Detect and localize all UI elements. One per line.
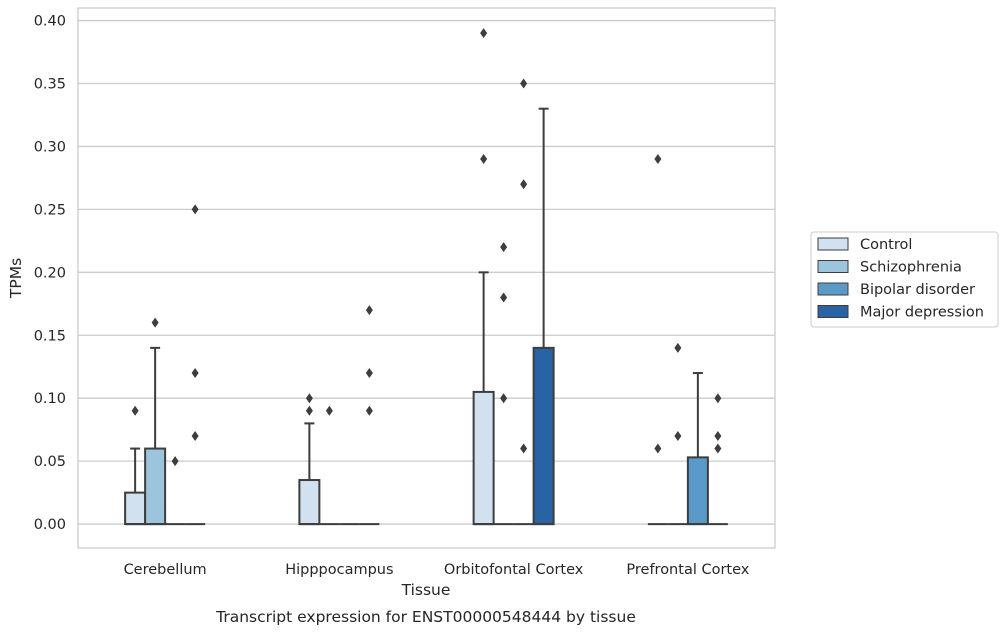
x-tick-label: Orbitofontal Cortex [444,562,584,578]
outlier-point [520,443,528,454]
outlier-point [191,368,199,379]
outlier-point [305,405,313,416]
outlier-point [365,368,373,379]
x-tick-label: Prefrontal Cortex [626,562,749,578]
outlier-point [674,430,682,441]
legend-swatch [817,237,849,251]
box-body [472,390,495,526]
outlier-point [171,456,179,467]
box-body [124,491,147,526]
box-series [124,107,728,526]
box-schizophrenia [144,346,167,526]
y-tick-label: 0.40 [34,14,66,30]
outlier-points [131,28,722,467]
outlier-point [325,405,333,416]
box-body [144,447,167,526]
box-body [532,346,555,526]
plot-area-frame [77,7,776,549]
outlier-point [714,443,722,454]
outlier-point [500,393,508,404]
outlier-point [500,292,508,303]
outlier-point [654,154,662,165]
y-tick-labels: 0.00 0.05 0.10 0.15 0.20 0.25 0.30 0.35 0.40 [34,14,66,533]
legend-swatch [817,305,849,318]
legend-swatch [817,260,849,273]
outlier-point [480,154,488,165]
legend-label: Schizophrenia [860,260,962,276]
box-control [472,271,495,526]
x-axis-label: Tissue [401,581,451,599]
outlier-point [131,405,139,416]
y-tick-label: 0.10 [34,391,66,407]
legend-frame [810,231,999,328]
outlier-point [191,204,199,215]
box-control [298,422,321,526]
legend: Control Schizophrenia Bipolar disorder Majo… [810,231,999,328]
outlier-point [520,179,528,190]
figure-caption: Transcript expression for ENST0000054844… [215,608,636,626]
y-axis-label: TPMs [7,258,25,299]
outlier-point [365,305,373,316]
x-tick-label: Cerebellum [124,562,207,578]
outlier-point [520,78,528,89]
y-tick-label: 0.15 [34,328,66,344]
outlier-point [500,242,508,253]
y-tick-label: 0.30 [34,139,66,155]
box-body [686,456,709,526]
x-tick-label: Hipppocampus [285,562,393,578]
outlier-point [305,393,313,404]
outlier-point [480,28,488,39]
outlier-point [191,430,199,441]
y-tick-label: 0.25 [34,202,66,218]
y-tick-label: 0.20 [34,265,66,281]
legend-label: Bipolar disorder [860,282,975,298]
legend-label: Major depression [860,305,984,321]
y-tick-label: 0.00 [34,517,66,533]
outlier-point [365,405,373,416]
outlier-point [714,393,722,404]
x-tick-labels: Cerebellum Hipppocampus Orbitofontal Corte… [124,562,750,578]
box-body [298,479,321,526]
box-bipolar-disorder [686,372,709,526]
outlier-point [654,443,662,454]
y-tick-label: 0.05 [34,454,66,470]
outlier-point [674,342,682,353]
y-tick-label: 0.35 [34,77,66,93]
legend-swatch [817,282,849,296]
outlier-point [714,430,722,441]
box-major-depression [532,107,555,526]
outlier-point [151,317,159,328]
legend-label: Control [860,237,912,253]
